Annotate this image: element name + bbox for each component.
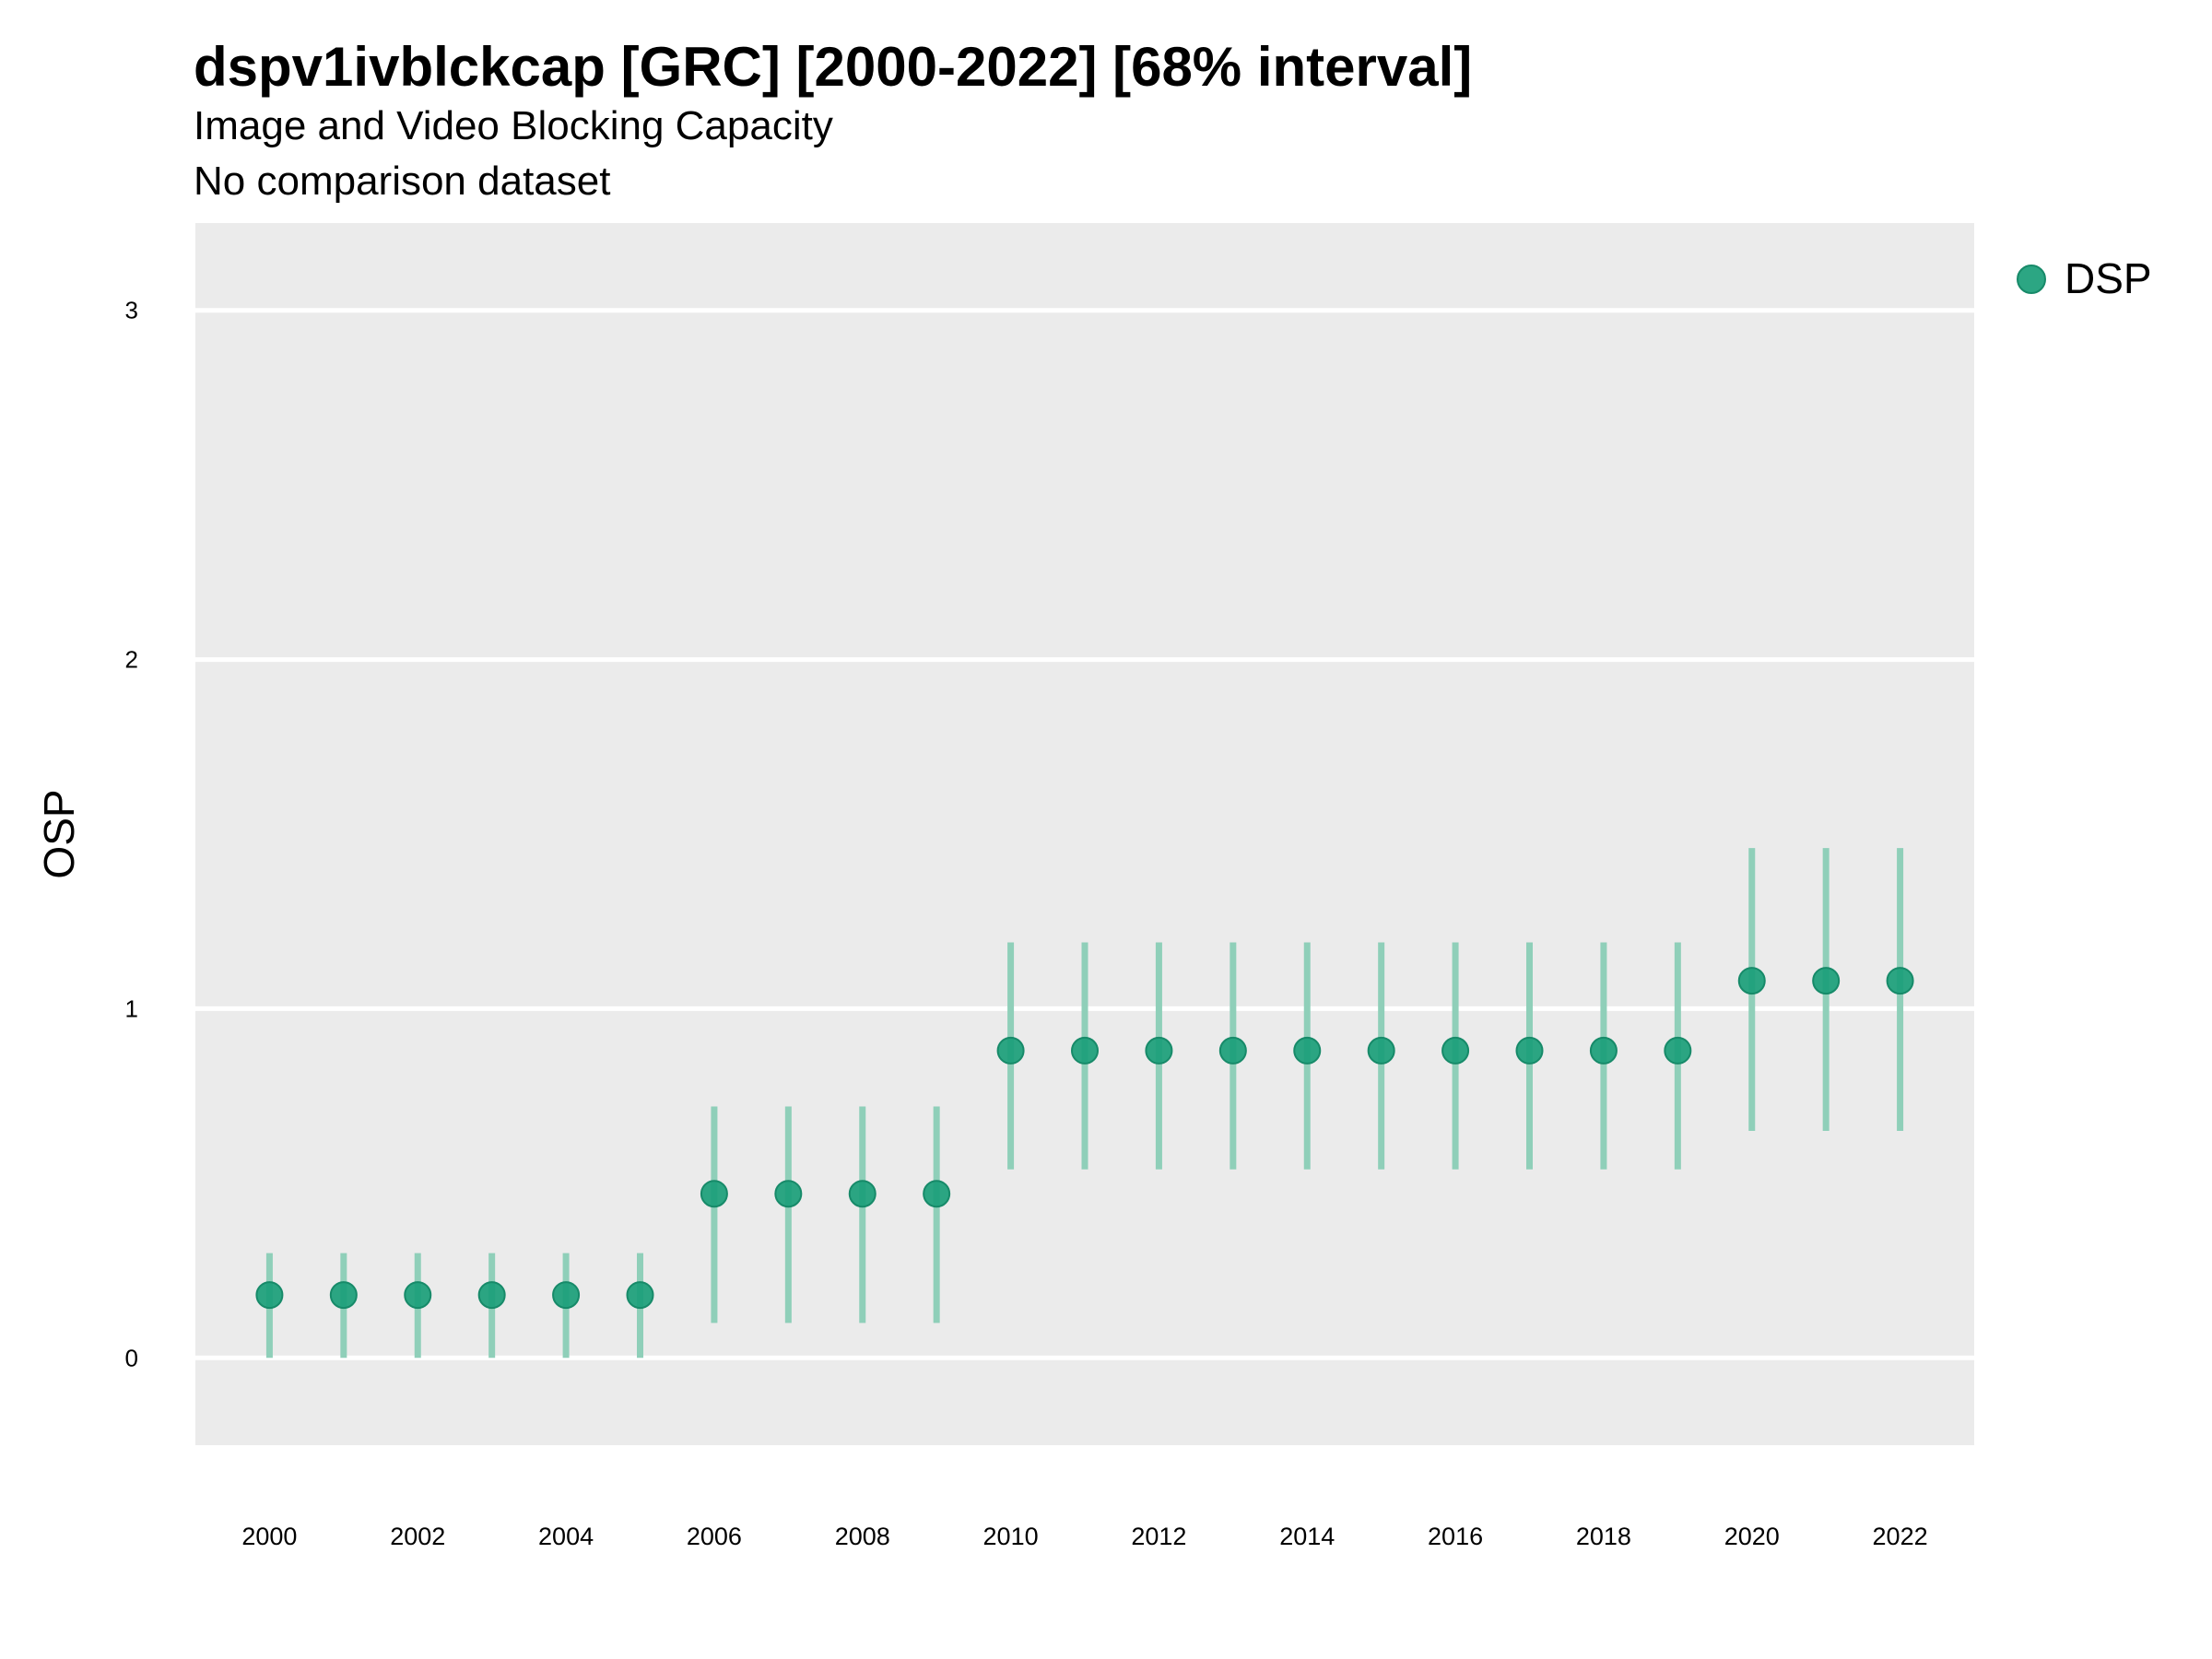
data-point-2007 bbox=[774, 1180, 803, 1208]
data-point-2001 bbox=[329, 1281, 358, 1310]
x-tick-label-2018: 2018 bbox=[1576, 1523, 1631, 1550]
x-tick-label-2012: 2012 bbox=[1131, 1523, 1186, 1550]
y-axis-ticks: 0 1 2 3 bbox=[125, 297, 138, 1372]
x-tick-label-2016: 2016 bbox=[1428, 1523, 1483, 1550]
x-tick-label-2006: 2006 bbox=[687, 1523, 742, 1550]
data-point-2016 bbox=[1441, 1036, 1470, 1065]
legend: DSP bbox=[2017, 254, 2152, 302]
data-point-2000 bbox=[255, 1281, 284, 1310]
x-tick-label-2004: 2004 bbox=[538, 1523, 594, 1550]
x-tick-label-2010: 2010 bbox=[983, 1523, 1039, 1550]
x-tick-label-2022: 2022 bbox=[1873, 1523, 1928, 1550]
data-point-2022 bbox=[1886, 967, 1914, 995]
data-point-2012 bbox=[1145, 1036, 1173, 1065]
data-point-2003 bbox=[477, 1281, 506, 1310]
data-point-2015 bbox=[1367, 1036, 1395, 1065]
data-point-2010 bbox=[996, 1036, 1025, 1065]
y-tick-label-0: 0 bbox=[125, 1344, 138, 1371]
data-point-2002 bbox=[404, 1281, 432, 1310]
data-point-2021 bbox=[1812, 967, 1841, 995]
y-tick-label-2: 2 bbox=[125, 646, 138, 674]
legend-label-dsp: DSP bbox=[2065, 254, 2152, 302]
data-point-2008 bbox=[848, 1180, 877, 1208]
x-tick-label-2000: 2000 bbox=[241, 1523, 297, 1550]
chart-subtitle-comparison: No comparison dataset bbox=[194, 159, 611, 204]
y-axis-label: OSP bbox=[35, 789, 83, 878]
data-point-2019 bbox=[1664, 1036, 1692, 1065]
data-point-2006 bbox=[700, 1180, 728, 1208]
data-point-2004 bbox=[552, 1281, 581, 1310]
data-point-2017 bbox=[1515, 1036, 1544, 1065]
y-tick-label-3: 3 bbox=[125, 297, 138, 324]
chart-title: dspv1ivblckcap [GRC] [2000-2022] [68% in… bbox=[194, 36, 1473, 98]
data-point-2018 bbox=[1589, 1036, 1618, 1065]
chart-subtitle: Image and Video Blocking Capacity bbox=[194, 103, 833, 148]
y-tick-label-1: 1 bbox=[125, 994, 138, 1022]
data-point-2009 bbox=[923, 1180, 951, 1208]
x-tick-label-2020: 2020 bbox=[1724, 1523, 1780, 1550]
data-point-2014 bbox=[1293, 1036, 1322, 1065]
x-tick-label-2008: 2008 bbox=[835, 1523, 890, 1550]
data-point-2013 bbox=[1218, 1036, 1247, 1065]
data-points bbox=[255, 967, 1914, 1310]
legend-marker-dsp bbox=[2017, 265, 2046, 294]
x-axis-ticks: 2000 2002 2004 2006 2008 2010 2012 2014 2016 2018… bbox=[241, 1523, 1927, 1550]
data-point-2011 bbox=[1071, 1036, 1099, 1065]
x-tick-label-2014: 2014 bbox=[1279, 1523, 1335, 1550]
data-point-2005 bbox=[626, 1281, 654, 1310]
x-tick-label-2002: 2002 bbox=[390, 1523, 445, 1550]
plot-panel bbox=[195, 223, 1974, 1445]
data-point-2020 bbox=[1737, 967, 1766, 995]
